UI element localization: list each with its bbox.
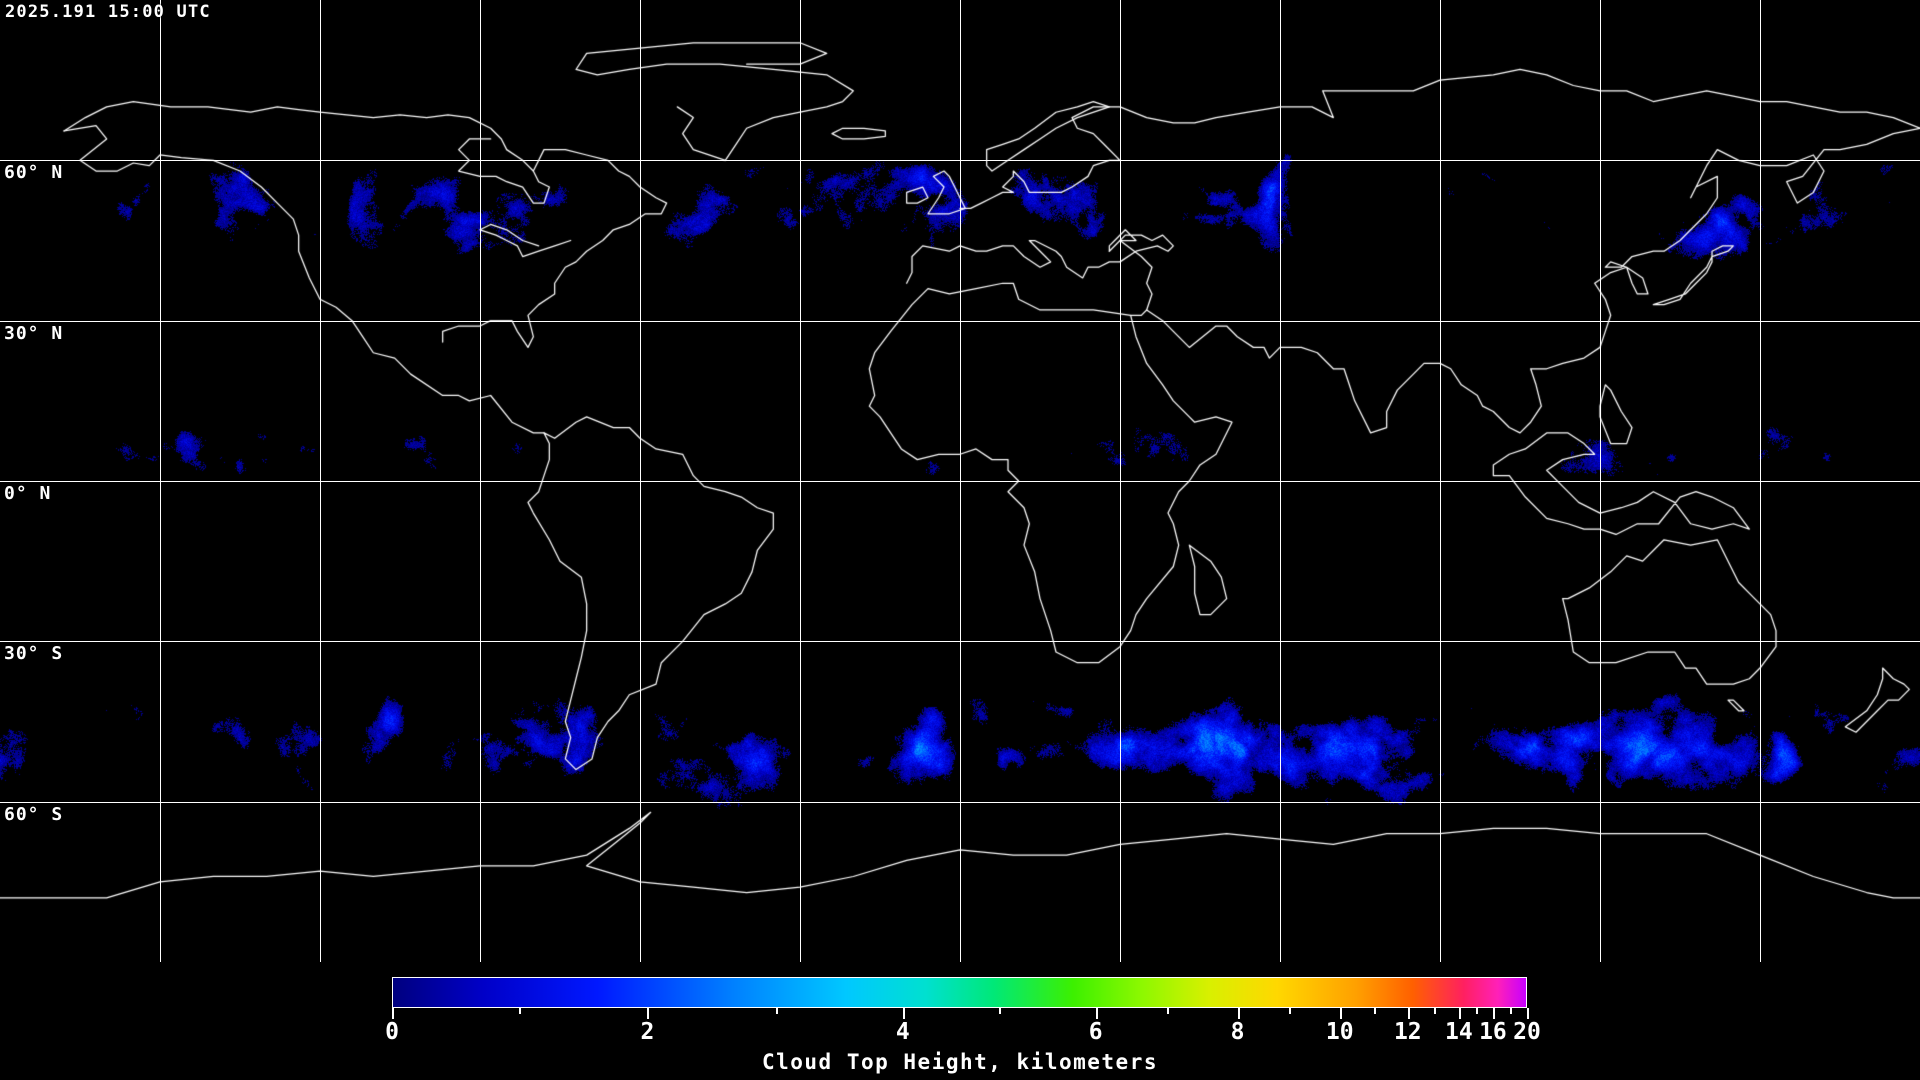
colorbar-panel: 0 2 4 6 8 10 12 14 16 20 Cloud Top Height, kilome…	[0, 962, 1920, 1080]
colorbar-tick-label: 6	[1088, 1019, 1103, 1045]
colorbar-major-tick	[1339, 1008, 1342, 1019]
global-map-panel	[0, 0, 1920, 962]
colorbar-major-tick	[1095, 1008, 1098, 1019]
colorbar-title: Cloud Top Height, kilometers	[761, 1050, 1158, 1074]
colorbar-minor-tick	[519, 1008, 522, 1014]
colorbar-major-tick	[1492, 1008, 1495, 1019]
colorbar-major-tick	[1237, 1008, 1240, 1019]
colorbar-ticks	[392, 1008, 1529, 1019]
colorbar-tick-label: 20	[1513, 1019, 1541, 1045]
latitude-label: 30° N	[4, 322, 64, 344]
colorbar-tick-label: 12	[1393, 1019, 1422, 1045]
latitude-label: 60° S	[4, 803, 64, 825]
colorbar-tick-label: 14	[1445, 1019, 1473, 1045]
latitude-label: 0° N	[4, 483, 52, 504]
colorbar-tick-label: 10	[1325, 1019, 1354, 1045]
colorbar-tick-label: 2	[640, 1019, 655, 1045]
colorbar-minor-tick	[775, 1008, 778, 1014]
colorbar-minor-tick	[1373, 1008, 1376, 1014]
colorbar-minor-tick	[1433, 1008, 1436, 1014]
colorbar-major-tick	[1527, 1008, 1529, 1019]
colorbar-minor-tick	[1509, 1008, 1512, 1014]
colorbar-major-tick	[392, 1008, 394, 1019]
colorbar-minor-tick	[1288, 1008, 1291, 1014]
colorbar-minor-tick	[1167, 1008, 1170, 1014]
colorbar-gradient	[392, 977, 1527, 1008]
latitude-label: 30° S	[4, 643, 64, 665]
colorbar-tick-label: 16	[1479, 1019, 1507, 1045]
colorbar-major-tick	[1407, 1008, 1410, 1019]
latitude-label: 60° N	[4, 162, 64, 184]
timestamp-label: 2025.191 15:00 UTC	[5, 2, 211, 22]
colorbar-major-tick	[902, 1008, 905, 1019]
colorbar-tick-labels: 0 2 4 6 8 10 12 14 16 20	[385, 1019, 1541, 1047]
colorbar-tick-label: 4	[895, 1019, 910, 1045]
colorbar-tick-label: 8	[1230, 1019, 1245, 1045]
colorbar-minor-tick	[999, 1008, 1002, 1014]
colorbar-tick-label: 0	[385, 1019, 399, 1045]
cloud-top-height-raster	[0, 0, 1920, 962]
colorbar-major-tick	[1458, 1008, 1461, 1019]
colorbar-major-tick	[647, 1008, 650, 1019]
colorbar-minor-tick	[1475, 1008, 1478, 1014]
